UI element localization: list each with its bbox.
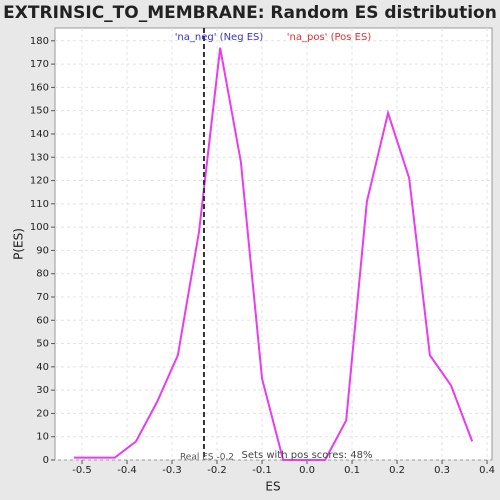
x-tick-label: 0.0 (299, 465, 315, 476)
real-es-label: Real ES -0.2 (180, 453, 234, 463)
y-tick-label: 180 (30, 36, 49, 47)
line (73, 47, 474, 461)
y-tick-label: 170 (30, 59, 49, 70)
pos-scores-label: Sets with pos scores: 48% (242, 450, 373, 461)
x-tick-label: -0.4 (117, 465, 137, 476)
y-tick-label: 130 (30, 152, 49, 163)
x-tick-label: 0.3 (434, 465, 450, 476)
y-tick-label: 10 (36, 432, 49, 443)
plot-area (54, 27, 493, 461)
x-tick-label: -0.2 (207, 465, 227, 476)
y-tick-label: 100 (30, 222, 49, 233)
x-tick-label: -0.1 (252, 465, 272, 476)
y-tick-label: 30 (36, 385, 49, 396)
y-tick-label: 160 (30, 82, 49, 93)
legend-neg: 'na_neg' (Neg ES) (175, 32, 264, 43)
y-tick-label: 90 (36, 245, 49, 256)
x-axis-label: ES (265, 480, 280, 494)
y-tick-label: 40 (36, 362, 49, 373)
x-tick-label: 0.2 (389, 465, 405, 476)
y-tick-label: 140 (30, 129, 49, 140)
y-tick-label: 80 (36, 269, 49, 280)
y-axis-label: P(ES) (12, 228, 26, 260)
y-tick-label: 150 (30, 106, 49, 117)
x-tick-label: 0.4 (479, 465, 495, 476)
y-tick-label: 70 (36, 292, 49, 303)
y-tick-label: 60 (36, 315, 49, 326)
y-tick-label: 120 (30, 176, 49, 187)
y-tick-label: 20 (36, 408, 49, 419)
legend-pos: 'na_pos' (Pos ES) (287, 32, 372, 43)
x-tick-label: -0.3 (162, 465, 182, 476)
x-tick-label: 0.1 (344, 465, 360, 476)
chart-title: EXTRINSIC_TO_MEMBRANE: Random ES distrib… (3, 3, 497, 23)
y-tick-label: 50 (36, 339, 49, 350)
y-tick-label: 0 (43, 455, 49, 466)
y-tick-label: 110 (30, 199, 49, 210)
x-tick-label: -0.5 (72, 465, 92, 476)
